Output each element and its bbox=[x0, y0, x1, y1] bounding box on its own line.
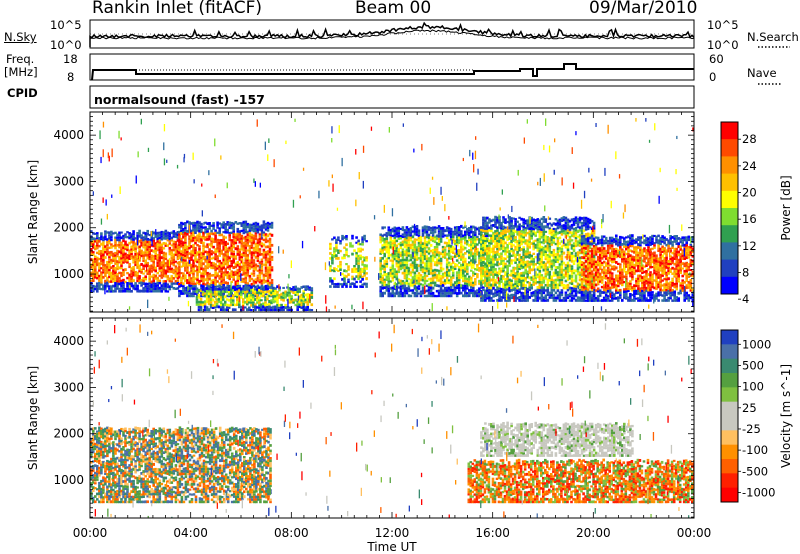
nsky-label: N.Sky bbox=[4, 30, 37, 44]
cpid-mode: normalsound (fast) -157 bbox=[94, 92, 265, 107]
velocity-colorbar-segment bbox=[721, 473, 738, 489]
power-colorbar-tick: 4 bbox=[742, 292, 749, 306]
velocity-colorbar-tick: -1000 bbox=[742, 485, 775, 499]
velocity-colorbar-segment bbox=[721, 416, 738, 431]
nsearch-tick-high: 10^5 bbox=[707, 18, 739, 32]
freq-unit-label: [MHz] bbox=[4, 65, 38, 79]
freq-label: Freq. bbox=[6, 52, 35, 66]
power-colorbar-tick: 28 bbox=[742, 132, 757, 146]
freq-tick-high: 18 bbox=[63, 52, 78, 66]
power-colorbar-segment bbox=[721, 122, 738, 140]
power-colorbar-segment bbox=[721, 259, 738, 278]
power-colorbar-tick: 12 bbox=[742, 239, 757, 253]
date-title: 09/Mar/2010 bbox=[589, 0, 698, 18]
velocity-ytick: 3000 bbox=[53, 380, 84, 394]
velocity-colorbar-tick: -500 bbox=[742, 464, 768, 478]
nave-tick-low: 0 bbox=[709, 70, 717, 84]
x-tick-label: 16:00 bbox=[475, 526, 510, 540]
velocity-colorbar-tick: 100 bbox=[742, 380, 764, 394]
nsky-panel bbox=[89, 19, 695, 49]
power-colorbar-segment bbox=[721, 173, 738, 192]
velocity-echo-layer bbox=[90, 323, 694, 518]
x-tick-label: 04:00 bbox=[173, 526, 208, 540]
x-tick-label: 08:00 bbox=[274, 526, 309, 540]
velocity-ytick: 1000 bbox=[53, 473, 84, 487]
power-colorbar-segment bbox=[721, 225, 738, 243]
nsearch-tick-low: 10^0 bbox=[707, 38, 739, 52]
nsky-tick-high: 10^5 bbox=[50, 18, 82, 32]
velocity-colorbar-segment bbox=[721, 344, 738, 360]
power-colorbar-segment bbox=[721, 242, 738, 261]
velocity-ytick: 2000 bbox=[53, 427, 84, 441]
power-colorbar-segment bbox=[721, 156, 738, 175]
power-echo-layer bbox=[90, 118, 694, 312]
x-axis-label: Time UT bbox=[366, 540, 417, 554]
power-colorbar-tick: 8 bbox=[742, 266, 749, 280]
station-title: Rankin Inlet (fitACF) bbox=[92, 0, 263, 18]
x-tick-label: 12:00 bbox=[375, 526, 410, 540]
x-tick-label: 20:00 bbox=[576, 526, 611, 540]
velocity-colorbar-label: Velocity [m s^-1] bbox=[779, 364, 793, 468]
velocity-colorbar-tick: -25 bbox=[742, 422, 761, 436]
power-colorbar-label: Power [dB] bbox=[779, 175, 793, 240]
nsky-tick-low: 10^0 bbox=[50, 38, 82, 52]
velocity-colorbar-tick: -100 bbox=[742, 443, 768, 457]
velocity-colorbar-segment bbox=[721, 358, 738, 374]
x-tick-label: 00:00 bbox=[73, 526, 108, 540]
velocity-colorbar-segment bbox=[721, 401, 738, 417]
velocity-colorbar-segment bbox=[721, 430, 738, 446]
beam-title: Beam 00 bbox=[355, 0, 432, 18]
velocity-colorbar-tick: 25 bbox=[742, 401, 757, 415]
velocity-colorbar-segment bbox=[721, 487, 738, 503]
power-ytick: 2000 bbox=[53, 221, 84, 235]
freq-tick-low: 8 bbox=[67, 70, 75, 84]
power-colorbar-segment bbox=[721, 276, 738, 295]
power-colorbar-tick: 20 bbox=[742, 186, 757, 200]
nave-label: Nave bbox=[747, 66, 777, 80]
power-colorbar-tick: 24 bbox=[742, 159, 757, 173]
freq-panel bbox=[89, 53, 695, 81]
velocity-ylabel: Slant Range [km] bbox=[26, 366, 40, 470]
velocity-colorbar-segment bbox=[721, 373, 738, 388]
velocity-colorbar-segment bbox=[721, 387, 738, 403]
power-ytick: 3000 bbox=[53, 174, 84, 188]
power-colorbar-tick: 16 bbox=[742, 212, 757, 226]
velocity-colorbar-segment bbox=[721, 330, 738, 345]
power-colorbar-segment bbox=[721, 208, 738, 226]
nsearch-line bbox=[90, 29, 695, 40]
velocity-colorbar-tick: 500 bbox=[742, 358, 764, 372]
velocity-colorbar-tick: 1000 bbox=[742, 337, 771, 351]
velocity-ytick: 4000 bbox=[53, 334, 84, 348]
power-ytick: 4000 bbox=[53, 128, 84, 142]
power-ylabel: Slant Range [km] bbox=[26, 160, 40, 264]
cpid-label: CPID bbox=[7, 86, 38, 100]
cpid-box bbox=[89, 85, 695, 109]
nsearch-label: N.Search bbox=[747, 30, 799, 44]
power-colorbar-segment bbox=[721, 139, 738, 157]
power-colorbar-segment bbox=[721, 190, 738, 209]
freq-line bbox=[91, 63, 694, 81]
velocity-colorbar-segment bbox=[721, 459, 738, 474]
x-tick-label: 00:00 bbox=[677, 526, 712, 540]
power-ytick: 1000 bbox=[53, 267, 84, 281]
nave-tick-high: 60 bbox=[709, 52, 724, 66]
nsky-line bbox=[89, 21, 695, 47]
velocity-colorbar-segment bbox=[721, 444, 738, 460]
